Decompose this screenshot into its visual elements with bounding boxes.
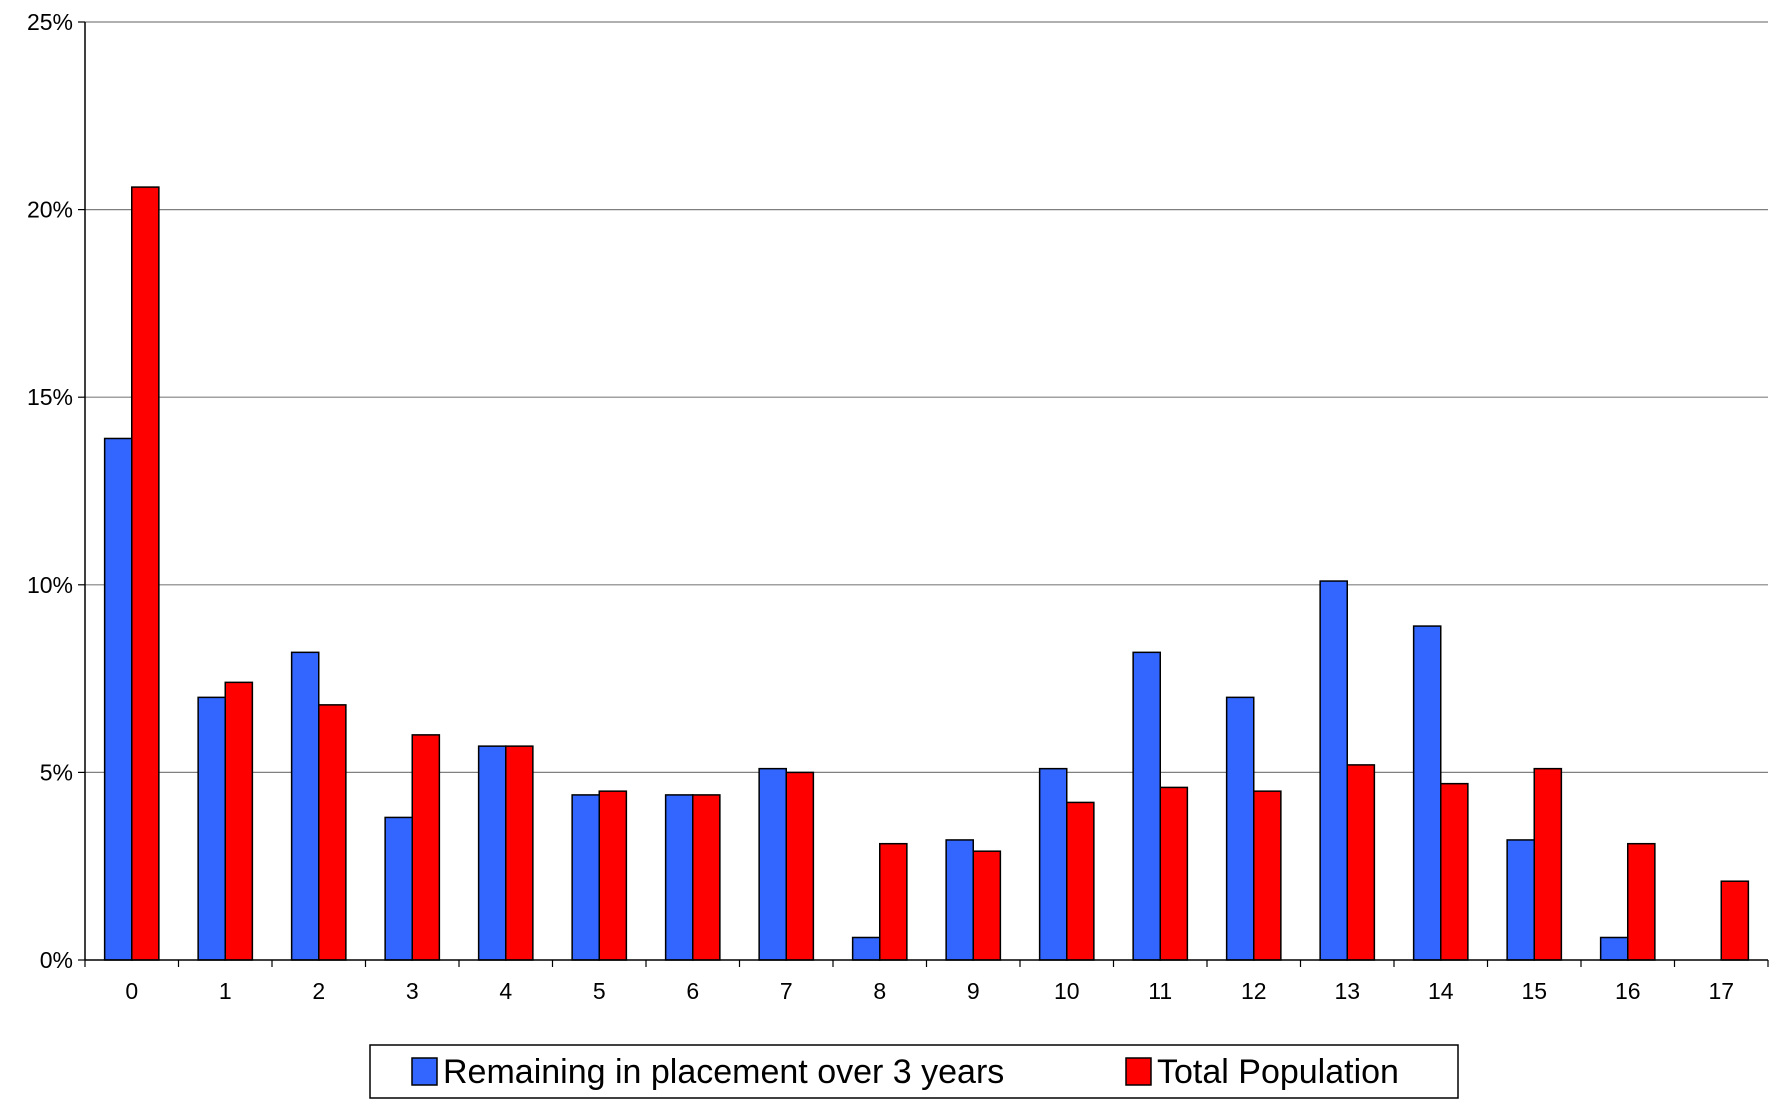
bar-remaining-10 — [1038, 767, 1068, 961]
legend: Remaining in placement over 3 years Total… — [369, 1044, 1459, 1099]
x-tick-label: 12 — [1241, 978, 1267, 1004]
gridlines — [85, 21, 1768, 774]
y-tick-label: 15% — [27, 384, 73, 410]
bar-total-2 — [318, 704, 347, 961]
bar-remaining-5 — [571, 794, 601, 961]
bar-remaining-9 — [945, 839, 975, 961]
bar-remaining-11 — [1132, 651, 1162, 961]
bar-total-4 — [505, 745, 534, 961]
axes: 0%5%10%15%20%25%0 1 2 3 4 5 6 7 8 9 10 11 12 13 14 15 16… — [27, 9, 1769, 1004]
bar-remaining-1 — [197, 696, 226, 961]
y-tick-label: 20% — [27, 197, 73, 223]
legend-box — [369, 1044, 1459, 1099]
y-tick-label: 5% — [40, 759, 73, 785]
bar-total-12 — [1253, 790, 1282, 961]
x-tick-label: 6 — [686, 978, 699, 1004]
bar-remaining-13 — [1319, 580, 1349, 961]
x-tick-label: 7 — [780, 978, 793, 1004]
y-tick-label: 10% — [27, 572, 73, 598]
x-tick-label: 17 — [1708, 978, 1734, 1004]
bar-total-0 — [131, 186, 160, 961]
x-tick-label: 10 — [1054, 978, 1080, 1004]
bar-remaining-6 — [664, 794, 694, 961]
x-tick-label: 3 — [406, 978, 419, 1004]
bar-remaining-15 — [1506, 839, 1536, 961]
bar-remaining-3 — [384, 816, 414, 961]
bar-total-5 — [598, 790, 628, 961]
bar-remaining-4 — [477, 745, 507, 961]
bar-remaining-7 — [758, 767, 788, 961]
bar-total-7 — [785, 771, 815, 961]
bar-total-3 — [411, 734, 441, 961]
bar-remaining-12 — [1225, 696, 1255, 961]
bars — [103, 186, 1750, 961]
legend-swatch-total — [1125, 1057, 1152, 1086]
bar-remaining-0 — [103, 437, 133, 961]
bar-total-10 — [1066, 801, 1095, 961]
bar-total-1 — [224, 681, 254, 961]
x-tick-label: 5 — [593, 978, 606, 1004]
legend-swatch-remaining — [411, 1057, 438, 1086]
bar-total-9 — [972, 850, 1002, 961]
x-tick-label: 9 — [967, 978, 980, 1004]
bar-remaining-8 — [851, 936, 881, 961]
x-tick-label: 16 — [1615, 978, 1641, 1004]
bar-total-15 — [1533, 767, 1563, 961]
x-tick-label: 14 — [1428, 978, 1454, 1004]
bar-total-13 — [1346, 764, 1376, 961]
x-tick-label: 2 — [312, 978, 325, 1004]
y-tick-label: 25% — [27, 9, 73, 35]
x-tick-label: 13 — [1334, 978, 1360, 1004]
bar-total-6 — [692, 794, 721, 961]
bar-remaining-16 — [1599, 936, 1629, 961]
bar-total-16 — [1627, 842, 1656, 961]
bar-remaining-14 — [1412, 625, 1442, 961]
x-tick-label: 4 — [499, 978, 512, 1004]
x-tick-label: 11 — [1148, 978, 1172, 1004]
bar-total-8 — [879, 842, 908, 961]
x-tick-label: 8 — [873, 978, 886, 1004]
legend-label-remaining: Remaining in placement over 3 years — [443, 1053, 1004, 1091]
legend-label-total: Total Population — [1157, 1053, 1399, 1091]
bar-total-14 — [1440, 782, 1469, 961]
bar-total-17 — [1720, 880, 1750, 961]
x-tick-label: 0 — [125, 978, 138, 1004]
bar-remaining-2 — [290, 651, 320, 961]
x-tick-label: 15 — [1521, 978, 1547, 1004]
bar-total-11 — [1159, 786, 1189, 961]
y-tick-label: 0% — [40, 947, 73, 973]
x-tick-label: 1 — [219, 978, 232, 1004]
